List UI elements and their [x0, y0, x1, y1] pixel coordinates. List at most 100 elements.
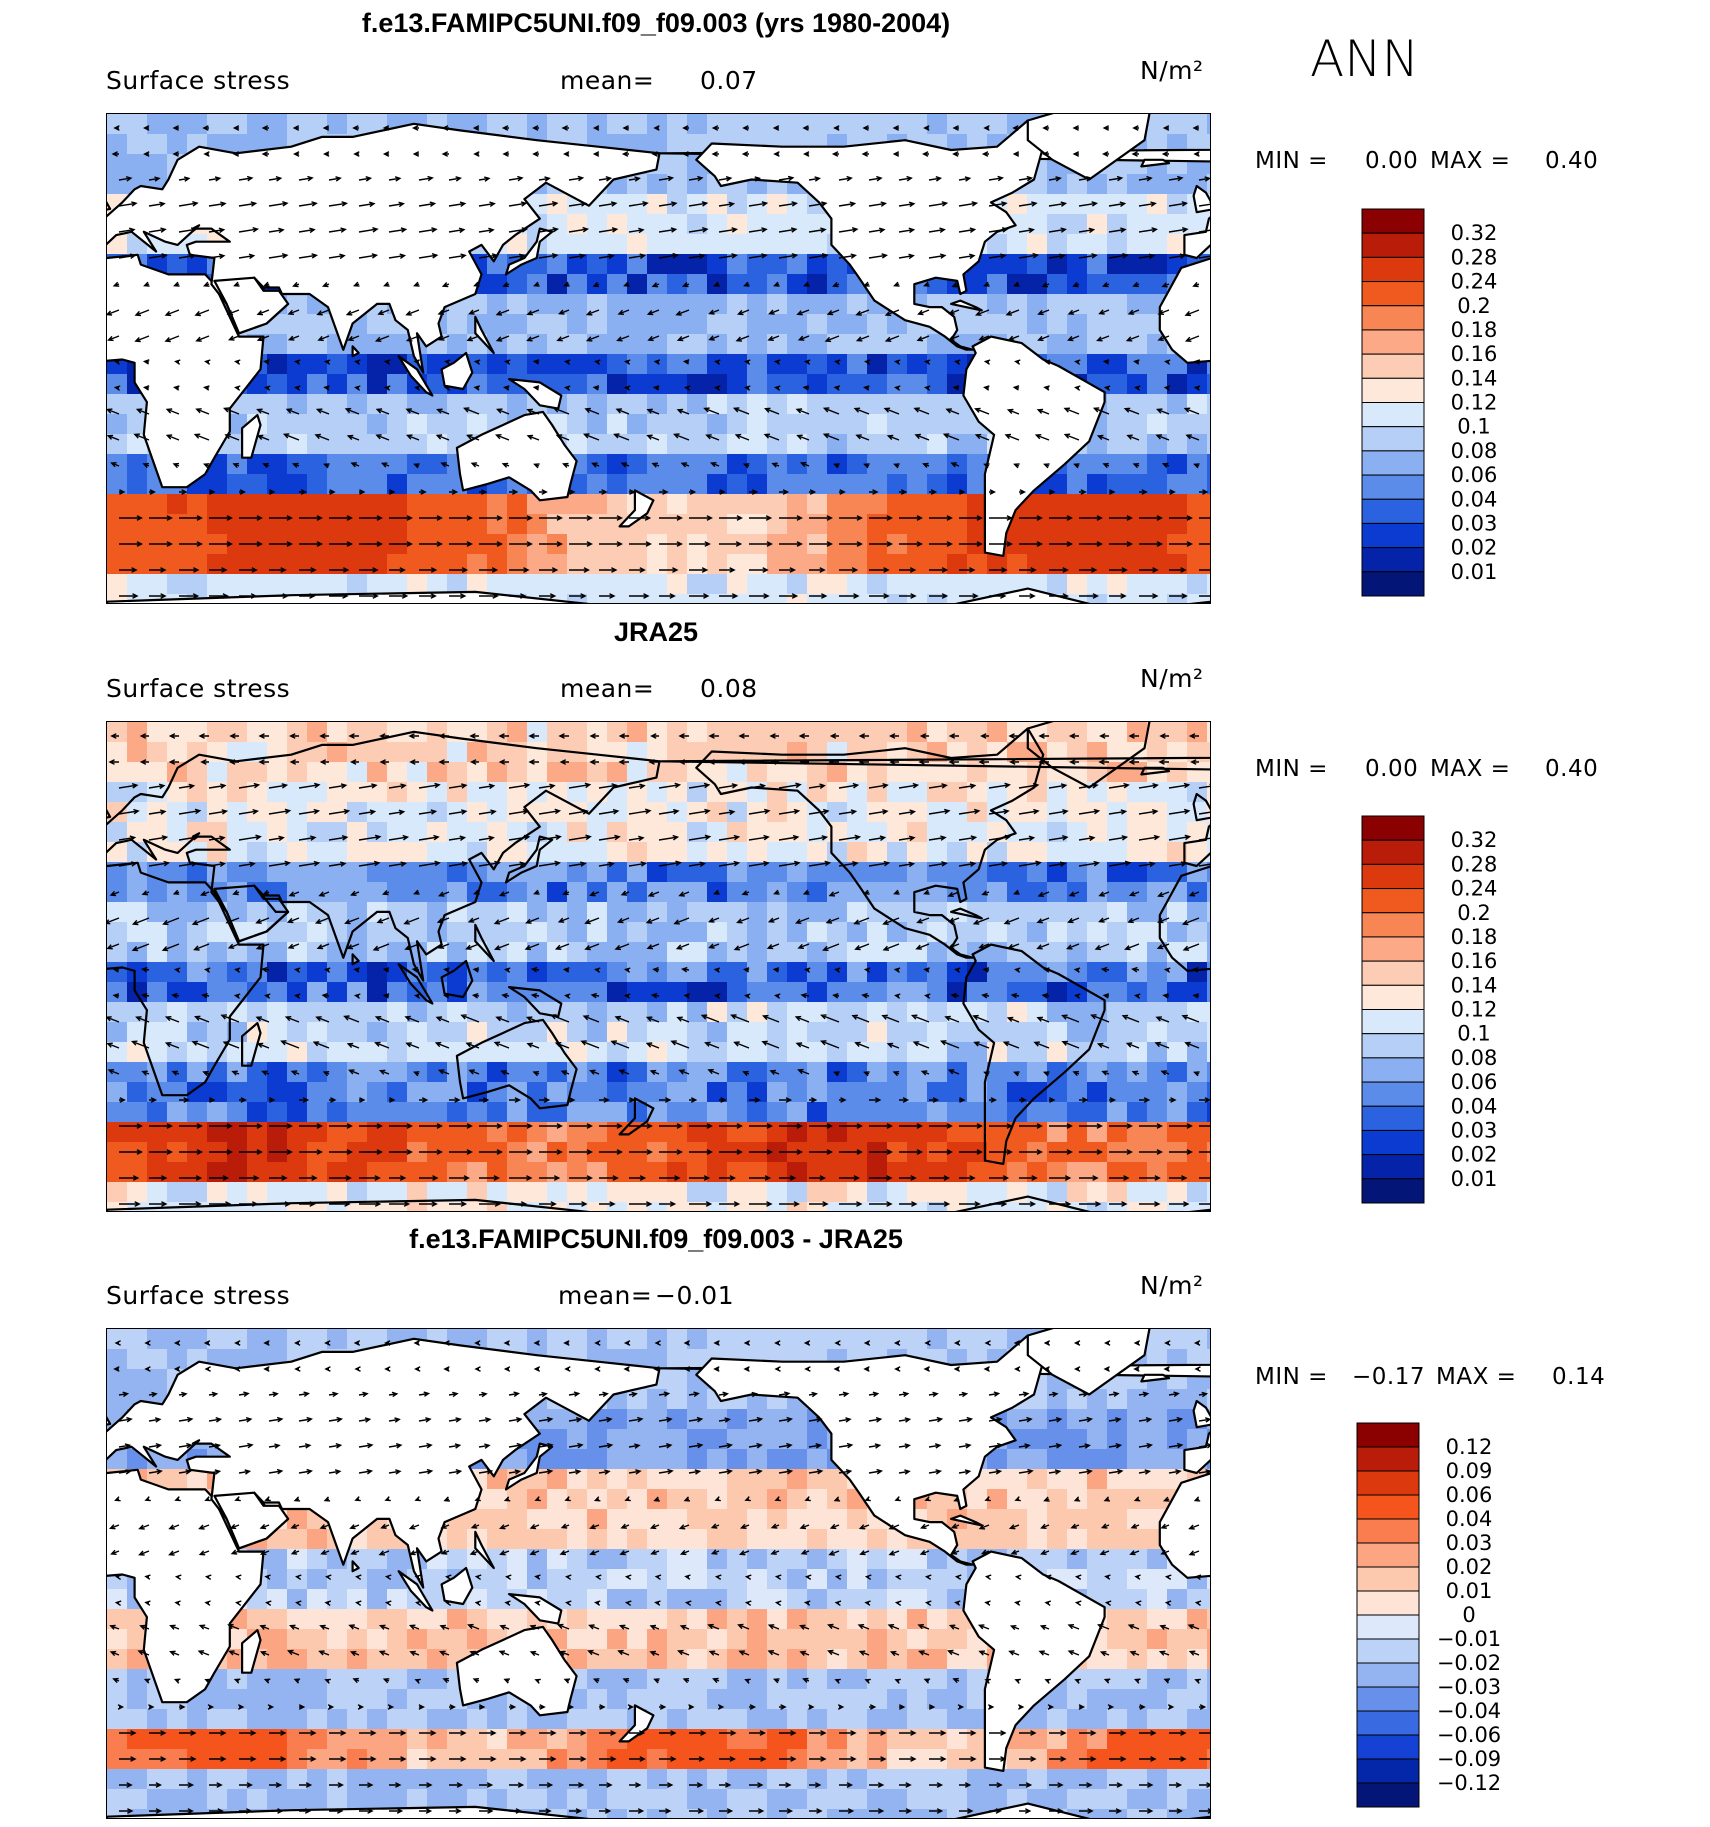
colorbar-level-label: 0.16: [1451, 342, 1498, 366]
colorbar-swatch: [1361, 888, 1425, 914]
colorbar-level-label: −0.06: [1437, 1723, 1501, 1747]
panel-diff-min-value: −0.17: [1352, 1364, 1425, 1390]
panel-obs-map: [106, 721, 1211, 1212]
colorbar-level-label: −0.02: [1437, 1651, 1501, 1675]
panel-model-map: [106, 113, 1211, 604]
colorbar-level-label: 0.16: [1451, 949, 1498, 973]
panel-obs-min-value: 0.00: [1365, 756, 1419, 782]
colorbar-level-label: 0.18: [1451, 318, 1498, 342]
colorbar-swatch: [1361, 863, 1425, 890]
colorbar-swatch: [1361, 1033, 1425, 1059]
colorbar-swatch: [1361, 1081, 1425, 1107]
colorbar-level-label: 0.32: [1451, 828, 1498, 852]
colorbar-level-label: 0.18: [1451, 925, 1498, 949]
colorbar-level-label: 0.02: [1446, 1555, 1493, 1579]
season-label: ANN: [1310, 30, 1420, 88]
colorbar-level-label: −0.03: [1437, 1675, 1501, 1699]
panel-model-mean-value: 0.07: [700, 66, 758, 95]
colorbar-level-label: 0.14: [1451, 366, 1498, 390]
colorbar-swatch: [1356, 1758, 1420, 1784]
colorbar-level-label: 0.1: [1457, 1022, 1490, 1046]
colorbar-swatch: [1356, 1470, 1420, 1496]
panel-obs-colorbar: 0.32 0.28 0.24 0.2 0.18 0.16 0.14 0.12 0.1 0.08 0.…: [1361, 815, 1562, 1220]
panel-diff-map: [106, 1328, 1211, 1819]
colorbar-swatch: [1361, 1009, 1425, 1035]
panel-diff-field: Surface stress: [106, 1281, 291, 1310]
continents: [107, 1329, 1210, 1818]
colorbar-swatch: [1361, 208, 1425, 234]
colorbar-swatch: [1361, 1178, 1425, 1204]
colorbar-level-label: −0.12: [1437, 1771, 1501, 1795]
colorbar-level-label: 0.03: [1451, 1118, 1498, 1142]
colorbar-level-label: 0.06: [1446, 1483, 1493, 1507]
colorbar-level-label: 0.14: [1451, 973, 1498, 997]
colorbar-swatch: [1356, 1494, 1420, 1520]
colorbar-swatch: [1356, 1686, 1420, 1712]
colorbar-swatch: [1356, 1422, 1420, 1448]
colorbar-swatch: [1361, 912, 1425, 938]
colorbar-level-label: 0.1: [1457, 415, 1490, 439]
colorbar-level-label: 0.01: [1451, 1167, 1498, 1191]
panel-model-max-label: MAX =: [1430, 148, 1511, 174]
panel-diff-map-canvas: [107, 1329, 1210, 1818]
colorbar-level-label: 0.01: [1451, 560, 1498, 584]
colorbar-swatch: [1356, 1782, 1420, 1808]
colorbar-swatch: [1361, 474, 1425, 500]
colorbar-swatch: [1361, 839, 1425, 865]
colorbar-level-label: 0.2: [1457, 901, 1490, 925]
colorbar-level-label: 0.24: [1451, 270, 1498, 294]
panel-model-min-value: 0.00: [1365, 148, 1419, 174]
colorbar-level-label: 0.32: [1451, 221, 1498, 245]
wind-stress-vectors: [107, 733, 1210, 1207]
colorbar-level-label: 0.02: [1451, 1143, 1498, 1167]
panel-obs-max-label: MAX =: [1430, 756, 1511, 782]
colorbar-level-label: 0.04: [1446, 1507, 1493, 1531]
colorbar-swatch: [1356, 1638, 1420, 1664]
panel-diff-mean-value: −0.01: [655, 1281, 735, 1310]
panel-model-map-canvas: [107, 114, 1210, 603]
panel-diff-units: N/m²: [1140, 1271, 1204, 1300]
colorbar-swatch: [1361, 571, 1425, 597]
colorbar-swatch: [1361, 256, 1425, 283]
colorbar-swatch: [1361, 1154, 1425, 1180]
colorbar-level-label: 0.09: [1446, 1459, 1493, 1483]
colorbar-level-label: 0.06: [1451, 1070, 1498, 1094]
panel-model-colorbar: 0.32 0.28 0.24 0.2 0.18 0.16 0.14 0.12 0.1 0.08 0.…: [1361, 208, 1562, 613]
panel-diff-colorbar: 0.12 0.09 0.06 0.04 0.03 0.02 0.01 0 −0.01 −0.02−…: [1356, 1422, 1557, 1827]
panel-model-field: Surface stress: [106, 66, 291, 95]
panel-obs-map-canvas: [107, 722, 1210, 1211]
colorbar-level-label: 0.28: [1451, 852, 1498, 876]
colorbar-swatch: [1361, 522, 1425, 549]
panel-diff-title: f.e13.FAMIPC5UNI.f09_f09.003 - JRA25: [409, 1224, 903, 1254]
colorbar-swatch: [1361, 498, 1425, 524]
colorbar-level-label: 0.02: [1451, 536, 1498, 560]
colorbar-swatch: [1361, 353, 1425, 379]
colorbar-swatch: [1361, 232, 1425, 258]
colorbar-swatch: [1356, 1542, 1420, 1568]
colorbar-level-label: 0.12: [1451, 391, 1498, 415]
panel-model-title: f.e13.FAMIPC5UNI.f09_f09.003 (yrs 1980-2…: [361, 8, 951, 38]
panel-obs-mean-value: 0.08: [700, 674, 758, 703]
colorbar-swatch: [1361, 1129, 1425, 1156]
panel-obs-min-label: MIN =: [1255, 756, 1328, 782]
colorbar-swatch: [1361, 281, 1425, 307]
colorbar-level-label: −0.09: [1437, 1747, 1501, 1771]
colorbar-swatch: [1356, 1662, 1420, 1688]
colorbar-level-label: 0: [1462, 1603, 1475, 1627]
colorbar-level-label: 0.04: [1451, 1094, 1498, 1118]
colorbar-swatch: [1361, 936, 1425, 962]
colorbar-swatch: [1356, 1710, 1420, 1736]
colorbar-swatch: [1356, 1734, 1420, 1760]
colorbar-level-label: 0.24: [1451, 877, 1498, 901]
panel-diff-max-label: MAX =: [1436, 1364, 1517, 1390]
colorbar-swatch: [1361, 984, 1425, 1010]
colorbar-swatch: [1361, 547, 1425, 573]
colorbar-level-label: 0.03: [1451, 511, 1498, 535]
wind-stress-vectors: [109, 1340, 1210, 1814]
colorbar-level-label: 0.08: [1451, 1046, 1498, 1070]
colorbar-level-label: 0.01: [1446, 1579, 1493, 1603]
panel-diff-max-value: 0.14: [1552, 1364, 1606, 1390]
panel-diff-min-label: MIN =: [1255, 1364, 1328, 1390]
colorbar-swatch: [1361, 1105, 1425, 1131]
panel-obs-mean-label: mean=: [560, 674, 655, 703]
